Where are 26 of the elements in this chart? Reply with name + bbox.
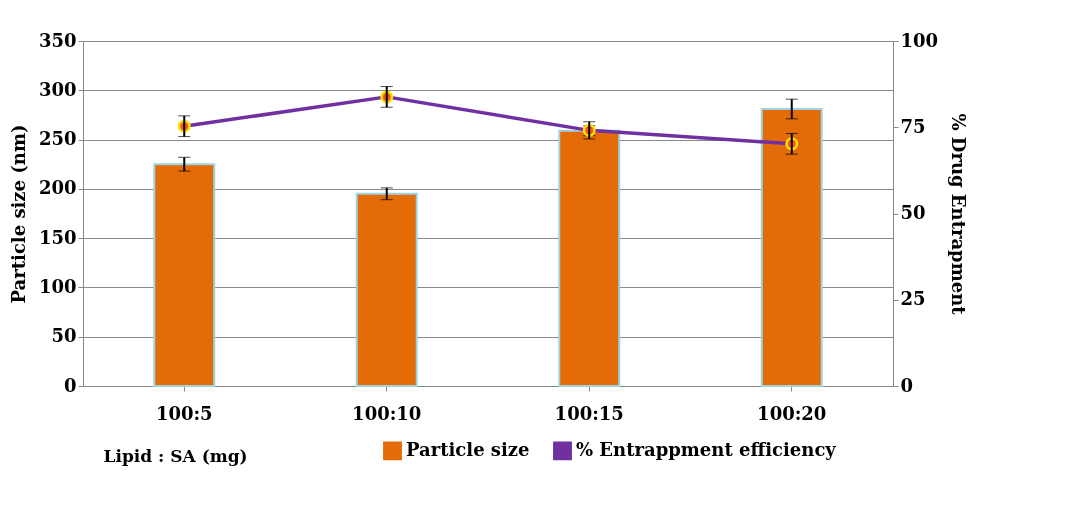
legend-label: % Entrappment efficiency (576, 438, 837, 460)
y2-tick-label: 75 (900, 115, 926, 137)
y2-tick-label: 0 (900, 374, 914, 396)
y-tick-label: 300 (38, 78, 77, 100)
y2-axis-title: % Drug Entrapment (948, 113, 970, 316)
x-axis-title: Lipid : SA (mg) (103, 445, 248, 466)
y-tick-label: 0 (63, 374, 77, 396)
y-axis-title: Particle size (nm) (7, 124, 29, 304)
y-tick-label: 50 (51, 325, 77, 347)
x-tick-label: 100:5 (155, 402, 213, 424)
y-tick-label: 100 (38, 275, 77, 297)
y2-tick-label: 100 (900, 29, 939, 51)
bar (558, 129, 621, 387)
legend-label: Particle size (406, 438, 530, 460)
bar (355, 192, 418, 387)
x-tick-label: 100:15 (554, 402, 624, 424)
y-tick-label: 200 (38, 177, 77, 199)
y2-tick-label: 25 (900, 288, 926, 310)
bar (153, 163, 216, 387)
x-tick-label: 100:10 (352, 402, 422, 424)
x-tick-label: 100:20 (757, 402, 827, 424)
y-tick-label: 150 (38, 226, 77, 248)
y-tick-label: 250 (38, 128, 77, 150)
bar (760, 108, 823, 387)
y2-tick-label: 50 (900, 202, 926, 223)
y-tick-label: 350 (38, 29, 77, 51)
